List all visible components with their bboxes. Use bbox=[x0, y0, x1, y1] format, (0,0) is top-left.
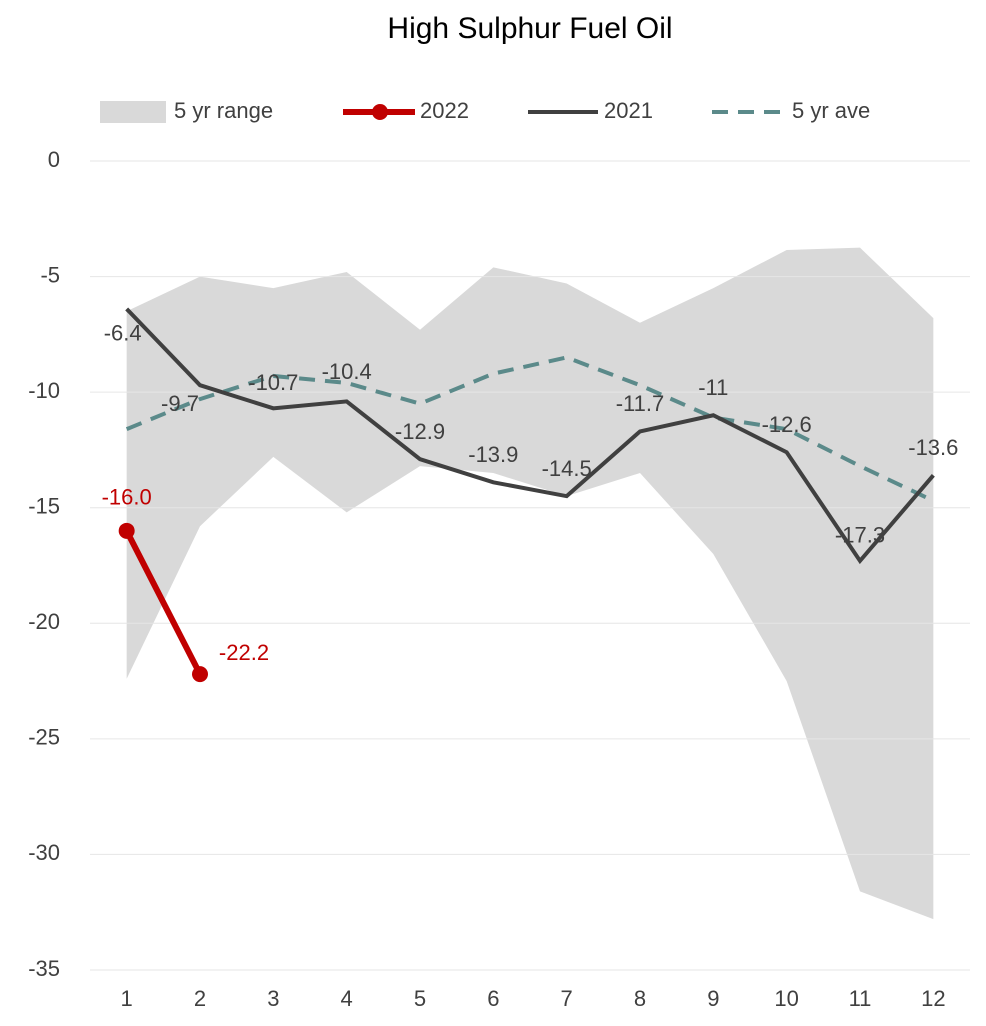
data-label: -16.0 bbox=[102, 485, 152, 510]
y-tick-label: -35 bbox=[28, 956, 60, 981]
x-tick-label: 11 bbox=[849, 986, 872, 1011]
data-label: -13.9 bbox=[468, 442, 518, 467]
x-tick-label: 12 bbox=[921, 986, 945, 1011]
data-label: -12.6 bbox=[762, 412, 812, 437]
y-tick-label: 0 bbox=[48, 147, 60, 172]
x-tick-label: 5 bbox=[414, 986, 426, 1011]
data-label: -13.6 bbox=[908, 435, 958, 460]
data-label: -22.2 bbox=[219, 640, 269, 665]
data-label: -9.7 bbox=[161, 391, 199, 416]
series-line bbox=[125, 307, 935, 565]
x-tick-label: 9 bbox=[707, 986, 719, 1011]
x-tick-label: 6 bbox=[487, 986, 499, 1011]
data-label: -11.7 bbox=[616, 391, 665, 416]
x-tick-label: 4 bbox=[341, 986, 353, 1011]
y-tick-label: -25 bbox=[28, 725, 60, 750]
x-tick-label: 3 bbox=[267, 986, 279, 1011]
range-area bbox=[126, 247, 934, 920]
data-label: -12.9 bbox=[395, 419, 445, 444]
x-tick-label: 2 bbox=[194, 986, 206, 1011]
data-label: -10.7 bbox=[248, 370, 298, 395]
y-tick-label: -10 bbox=[28, 378, 60, 403]
y-tick-label: -30 bbox=[28, 840, 60, 865]
x-tick-label: 7 bbox=[561, 986, 573, 1011]
point bbox=[118, 522, 135, 539]
x-tick-label: 8 bbox=[634, 986, 646, 1011]
legend-swatch bbox=[372, 104, 388, 120]
data-label: -17.3 bbox=[835, 523, 885, 548]
series-line bbox=[123, 529, 203, 676]
x-tick-label: 10 bbox=[774, 986, 798, 1011]
data-label: -6.4 bbox=[104, 321, 142, 346]
x-tick-label: 1 bbox=[121, 986, 133, 1011]
legend-label: 5 yr range bbox=[174, 98, 273, 123]
data-label: -11 bbox=[698, 375, 728, 400]
point bbox=[192, 666, 208, 683]
legend-label: 5 yr ave bbox=[792, 98, 870, 123]
legend-swatch bbox=[100, 101, 166, 123]
legend-label: 2022 bbox=[420, 98, 469, 123]
data-label: -14.5 bbox=[542, 456, 592, 481]
y-tick-label: -20 bbox=[28, 609, 60, 634]
legend-label: 2021 bbox=[604, 98, 653, 123]
chart-title: High Sulphur Fuel Oil bbox=[387, 12, 672, 45]
series-line bbox=[125, 355, 935, 503]
y-tick-label: -5 bbox=[40, 262, 60, 287]
y-tick-label: -15 bbox=[28, 494, 60, 519]
data-label: -10.4 bbox=[322, 359, 372, 384]
